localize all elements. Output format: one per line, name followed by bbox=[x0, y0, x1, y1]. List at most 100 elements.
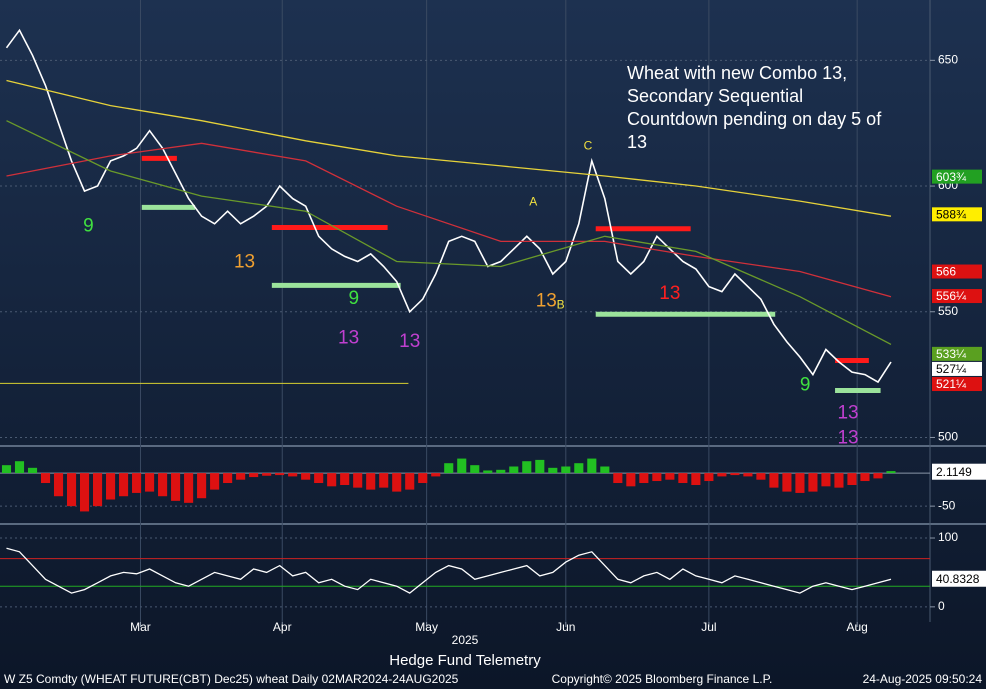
histogram-bar bbox=[678, 473, 688, 484]
x-tick-label: Jul bbox=[701, 620, 716, 634]
x-tick-label: Aug bbox=[846, 620, 867, 634]
x-tick-label: Jun bbox=[556, 620, 575, 634]
histogram-bar bbox=[27, 467, 38, 474]
histogram-bar bbox=[14, 461, 25, 474]
last-value-label: 40.8328 bbox=[936, 572, 980, 586]
histogram-bar bbox=[53, 473, 64, 497]
histogram-bar bbox=[613, 473, 623, 484]
histogram-bar bbox=[444, 463, 454, 474]
price-label-box bbox=[932, 346, 982, 361]
y-tick-label: 550 bbox=[938, 304, 958, 318]
histogram-bar bbox=[236, 473, 246, 480]
series-line bbox=[5, 28, 892, 384]
histogram-bar bbox=[548, 467, 558, 474]
histogram-bar bbox=[756, 473, 766, 480]
histogram-bar bbox=[509, 466, 519, 474]
y-tick-label: 100 bbox=[938, 530, 958, 544]
histogram-bar bbox=[730, 473, 740, 476]
histogram-bar bbox=[886, 471, 896, 474]
price-label-box bbox=[932, 169, 982, 184]
histogram-bar bbox=[392, 473, 402, 492]
histogram-bar bbox=[561, 466, 571, 474]
histogram-bar bbox=[470, 465, 480, 474]
count-label: 13 bbox=[536, 291, 557, 312]
annotation-text: Wheat with new Combo 13, Secondary Seque… bbox=[627, 63, 882, 152]
footer-title: Hedge Fund Telemetry bbox=[389, 652, 541, 669]
histogram-bar bbox=[223, 473, 233, 484]
histogram-bar bbox=[366, 473, 376, 490]
price-label-box bbox=[932, 207, 982, 222]
histogram-bar bbox=[249, 473, 259, 478]
price-label: 588¾ bbox=[936, 208, 967, 222]
series-line bbox=[6, 120, 892, 345]
histogram-bar bbox=[860, 473, 870, 482]
histogram-bar bbox=[639, 473, 649, 484]
histogram-bar bbox=[79, 473, 90, 512]
histogram-bar bbox=[275, 473, 285, 476]
count-label: 13 bbox=[234, 251, 255, 272]
price-label: 521¼ bbox=[936, 377, 967, 391]
count-label: 13 bbox=[338, 327, 359, 348]
last-value-box bbox=[932, 463, 986, 480]
price-label-box bbox=[932, 361, 982, 376]
histogram-bar bbox=[795, 473, 805, 493]
histogram-bar bbox=[379, 473, 389, 488]
footer-timestamp: 24-Aug-2025 09:50:24 bbox=[863, 672, 983, 686]
histogram-bar bbox=[457, 458, 467, 474]
price-label: 527¼ bbox=[936, 362, 967, 376]
histogram-bar bbox=[119, 473, 129, 497]
histogram-bar bbox=[665, 473, 675, 480]
histogram-bar bbox=[600, 466, 610, 474]
histogram-bar bbox=[652, 473, 662, 482]
y-tick-label: -50 bbox=[938, 498, 956, 512]
histogram-bar bbox=[171, 473, 181, 501]
histogram-bar bbox=[717, 473, 727, 477]
y-tick-label: 650 bbox=[938, 53, 958, 67]
series-line bbox=[6, 142, 892, 298]
x-tick-label: Mar bbox=[130, 620, 151, 634]
last-value-box bbox=[932, 570, 986, 587]
count-label: 9 bbox=[83, 215, 94, 236]
count-label: B bbox=[557, 298, 565, 312]
histogram-bar bbox=[1, 465, 12, 474]
histogram-bar bbox=[132, 473, 142, 493]
histogram-bar bbox=[847, 473, 857, 485]
y-tick-label: 0 bbox=[938, 599, 945, 613]
histogram-bar bbox=[522, 461, 532, 474]
count-label: 13 bbox=[837, 403, 858, 424]
count-label: 9 bbox=[349, 288, 360, 309]
histogram-bar bbox=[262, 473, 272, 476]
histogram-bar bbox=[314, 473, 324, 484]
series-line bbox=[6, 547, 892, 594]
histogram-bar bbox=[808, 473, 818, 492]
histogram-bar bbox=[496, 469, 506, 474]
histogram-bar bbox=[704, 473, 714, 482]
histogram-bar bbox=[626, 473, 636, 487]
x-axis-label: 2025 bbox=[452, 633, 479, 647]
footer-copyright: Copyright© 2025 Bloomberg Finance L.P. bbox=[552, 672, 773, 686]
histogram-bar bbox=[158, 473, 168, 497]
histogram-bar bbox=[587, 458, 597, 474]
histogram-bar bbox=[106, 473, 116, 500]
histogram-bar bbox=[353, 473, 363, 488]
histogram-bar bbox=[145, 473, 155, 492]
count-label: 13 bbox=[399, 331, 420, 352]
count-label: C bbox=[584, 138, 593, 152]
histogram-bar bbox=[782, 473, 792, 492]
histogram-bar bbox=[327, 473, 337, 487]
count-label: 9 bbox=[800, 374, 811, 395]
price-label: 603¾ bbox=[936, 170, 967, 184]
y-tick-label: 500 bbox=[938, 430, 958, 444]
count-label: 13 bbox=[659, 283, 680, 304]
histogram-bar bbox=[184, 473, 194, 503]
histogram-bar bbox=[66, 473, 77, 507]
histogram-bar bbox=[691, 473, 701, 485]
price-label-box bbox=[932, 377, 982, 392]
histogram-bar bbox=[405, 473, 415, 490]
histogram-bar bbox=[288, 473, 298, 477]
footer-ticker: W Z5 Comdty (WHEAT FUTURE(CBT) Dec25) wh… bbox=[4, 672, 459, 686]
price-label: 556¼ bbox=[936, 289, 967, 303]
histogram-bar bbox=[210, 473, 220, 490]
